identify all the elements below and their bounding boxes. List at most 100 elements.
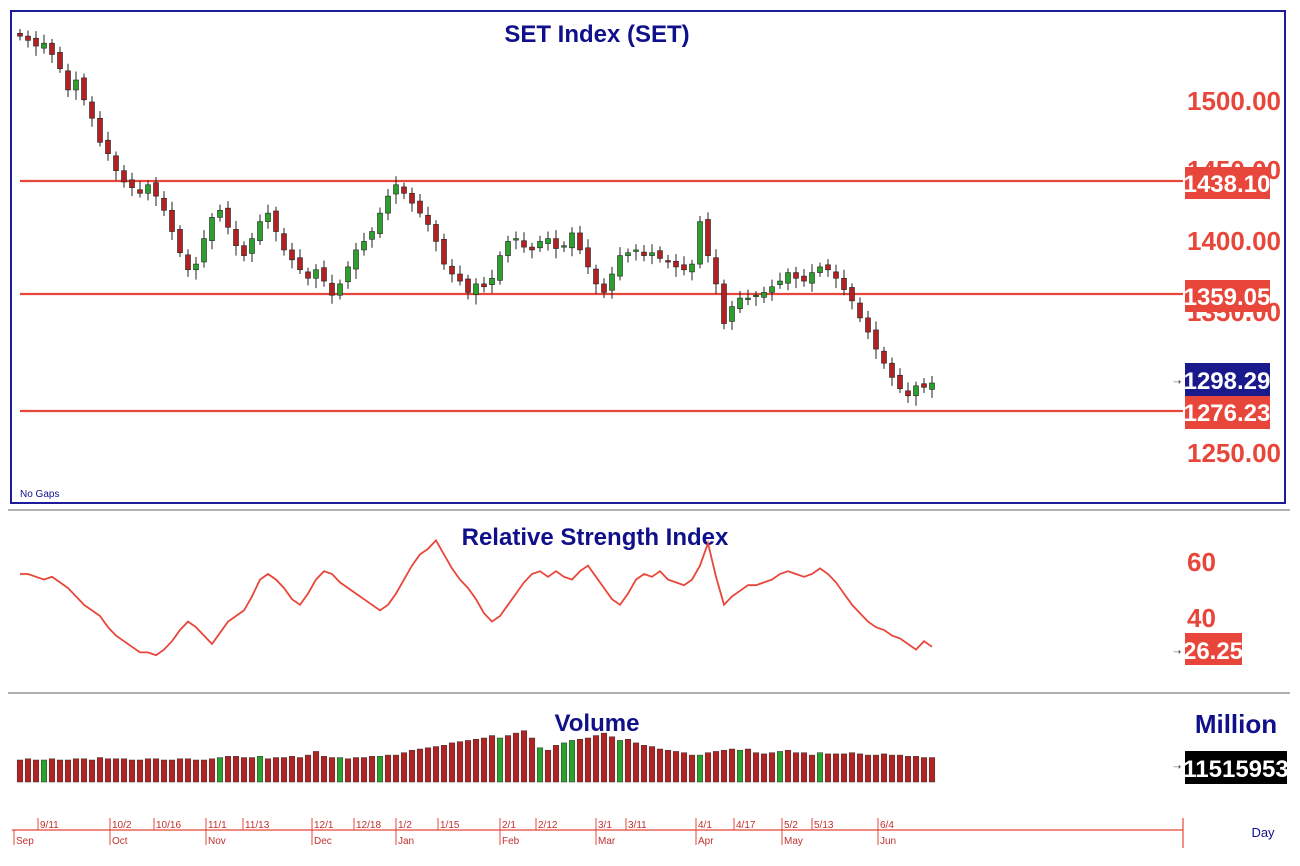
volume-bar <box>824 753 832 783</box>
volume-bar <box>208 758 216 783</box>
volume-bar <box>888 754 896 783</box>
candle <box>865 310 871 340</box>
rsi-tick-40: 40 <box>1187 603 1216 633</box>
volume-bar <box>864 754 872 783</box>
volume-bar <box>320 756 328 783</box>
candle <box>641 244 647 262</box>
rsi-chart-title: Relative Strength Index <box>462 524 729 551</box>
rsi-current-box <box>1185 633 1242 665</box>
candle <box>465 274 471 300</box>
volume-bar <box>368 756 376 783</box>
candle <box>537 235 543 253</box>
volume-bar <box>536 747 544 783</box>
volume-bar <box>24 758 32 783</box>
candle <box>33 31 39 56</box>
volume-bar <box>608 736 616 783</box>
candle <box>361 232 367 256</box>
candle <box>505 235 511 263</box>
candle <box>185 249 191 277</box>
candle <box>265 204 271 229</box>
candle <box>105 131 111 161</box>
rsi-arrow-icon: ➝ <box>1173 647 1181 658</box>
volume-bar <box>640 745 648 783</box>
candle <box>601 278 607 299</box>
month-label: May <box>784 836 803 847</box>
volume-bar <box>648 746 656 783</box>
candle <box>529 242 535 259</box>
candle <box>193 257 199 280</box>
volume-bar <box>504 735 512 783</box>
volume-bar <box>296 757 304 783</box>
volume-bar <box>616 740 624 783</box>
volume-bar <box>216 757 224 783</box>
volume-bar <box>136 759 144 783</box>
candle <box>785 268 791 291</box>
candle <box>257 214 263 245</box>
volume-bar <box>560 742 568 783</box>
candle <box>497 251 503 285</box>
volume-bar <box>192 759 200 783</box>
price-panel-frame <box>10 10 1286 504</box>
candle <box>897 368 903 393</box>
candle <box>633 244 639 261</box>
current-price-arrow-icon: ➝ <box>1173 377 1181 388</box>
candle <box>625 248 631 263</box>
candle <box>137 181 143 198</box>
volume-bar <box>584 737 592 783</box>
candle <box>281 227 287 256</box>
volume-bar <box>712 751 720 783</box>
volume-bar <box>160 759 168 783</box>
candle <box>297 249 303 274</box>
volume-bar <box>288 756 296 783</box>
candle <box>577 225 583 255</box>
candle <box>729 300 735 330</box>
candle <box>169 201 175 241</box>
volume-bar <box>592 735 600 783</box>
price-tick-1500: 1500.00 <box>1187 86 1281 116</box>
candle <box>481 276 487 293</box>
candle <box>81 73 87 106</box>
volume-bar <box>784 749 792 783</box>
volume-bar <box>680 752 688 783</box>
current-price-label: 1298.29 <box>1184 368 1271 395</box>
volume-bar <box>856 753 864 783</box>
candle <box>449 259 455 283</box>
rsi-line <box>20 538 933 657</box>
volume-bar <box>456 741 464 783</box>
date-label: 4/17 <box>736 820 756 831</box>
candle <box>857 297 863 323</box>
candle <box>153 177 159 207</box>
candle <box>841 269 847 296</box>
hline-label-1438: 1438.10 <box>1184 171 1271 198</box>
candle <box>241 241 247 262</box>
volume-bar <box>720 749 728 783</box>
candle <box>793 266 799 289</box>
volume-chart-title: Volume <box>555 710 640 737</box>
candle <box>25 30 31 48</box>
volume-bar <box>280 757 288 783</box>
date-label: 10/2 <box>112 820 132 831</box>
candle <box>849 283 855 310</box>
volume-bar <box>752 752 760 783</box>
volume-bar <box>152 758 160 783</box>
candle <box>393 176 399 204</box>
volume-bar <box>880 753 888 783</box>
candle <box>593 264 599 294</box>
volume-bar <box>664 749 672 783</box>
date-label: 3/11 <box>628 820 647 831</box>
date-label: 10/16 <box>156 820 181 831</box>
volume-bar <box>776 751 784 783</box>
candle <box>97 111 103 147</box>
volume-bar <box>512 732 520 783</box>
volume-bar <box>336 757 344 783</box>
volume-bar <box>64 759 72 783</box>
volume-arrow-icon: ➝ <box>1173 762 1181 773</box>
candle <box>753 290 759 306</box>
date-label: 5/13 <box>814 820 834 831</box>
volume-bar <box>184 758 192 783</box>
date-label: 12/18 <box>356 820 381 831</box>
month-label: Sep <box>16 836 34 847</box>
candle <box>673 254 679 277</box>
rsi-current-label: 26.25 <box>1183 638 1243 665</box>
